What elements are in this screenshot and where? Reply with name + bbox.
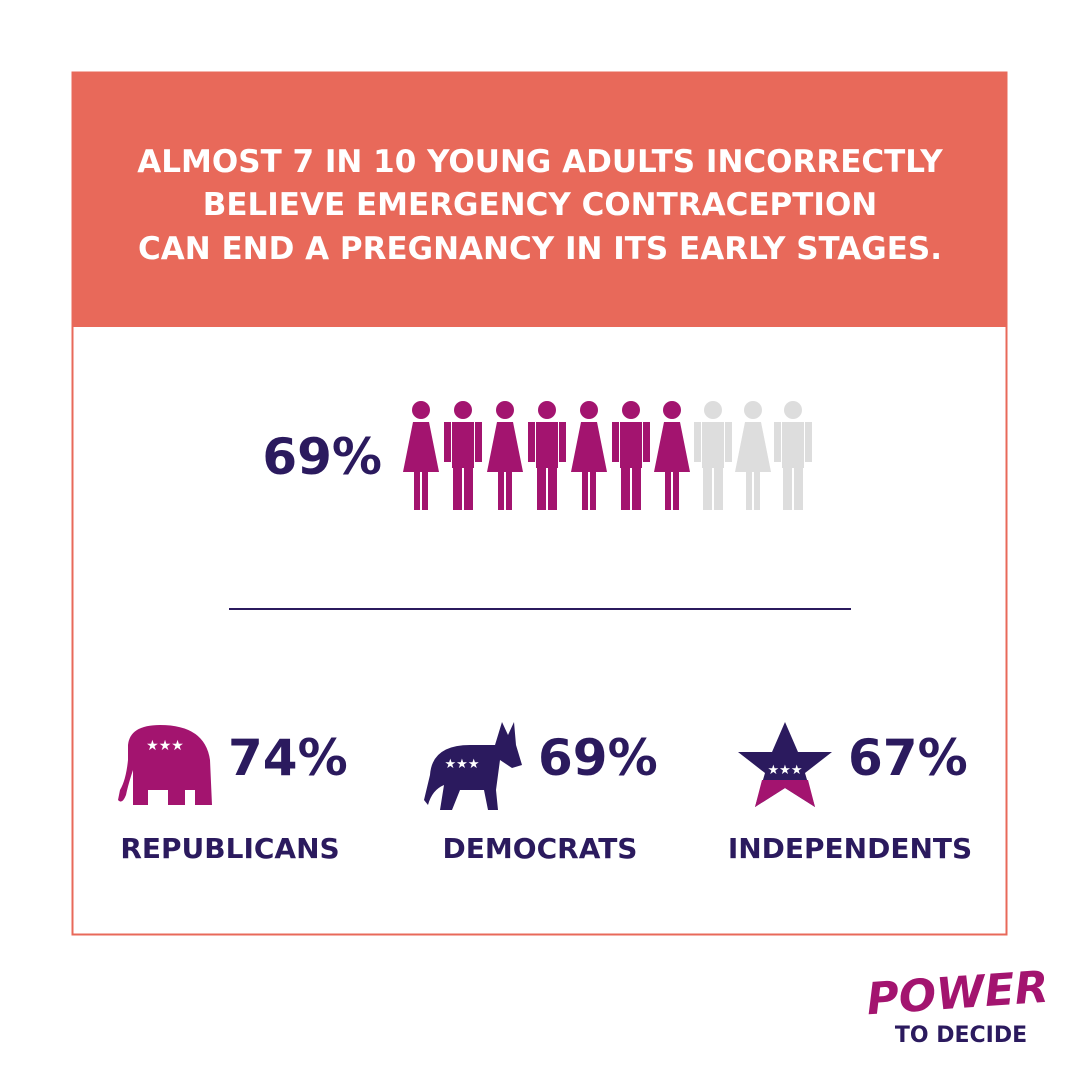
- svg-text:★★★: ★★★: [445, 757, 480, 772]
- star-icon: ★★★: [738, 722, 832, 807]
- elephant-icon: ★★★: [118, 725, 212, 805]
- title-line: ALMOST 7 IN 10 YOUNG ADULTS INCORRECTLY: [137, 144, 943, 180]
- header: [72, 72, 1007, 327]
- main-stat: 69%: [262, 428, 382, 486]
- svg-text:★★★: ★★★: [768, 763, 803, 778]
- logo-tagline: TO DECIDE: [895, 1023, 1027, 1048]
- donkey-icon: ★★★: [424, 722, 522, 810]
- party-label: INDEPENDENTS: [728, 832, 972, 865]
- title-line: CAN END A PREGNANCY IN ITS EARLY STAGES.: [138, 231, 942, 267]
- svg-text:★★★: ★★★: [146, 738, 184, 754]
- party-label: DEMOCRATS: [443, 832, 638, 865]
- title-line: BELIEVE EMERGENCY CONTRACEPTION: [203, 187, 878, 223]
- party-value: 69%: [538, 729, 658, 787]
- logo-power: POWER: [865, 962, 1050, 1026]
- party-value: 74%: [228, 729, 348, 787]
- party-label: REPUBLICANS: [120, 832, 339, 865]
- party-value: 67%: [848, 729, 968, 787]
